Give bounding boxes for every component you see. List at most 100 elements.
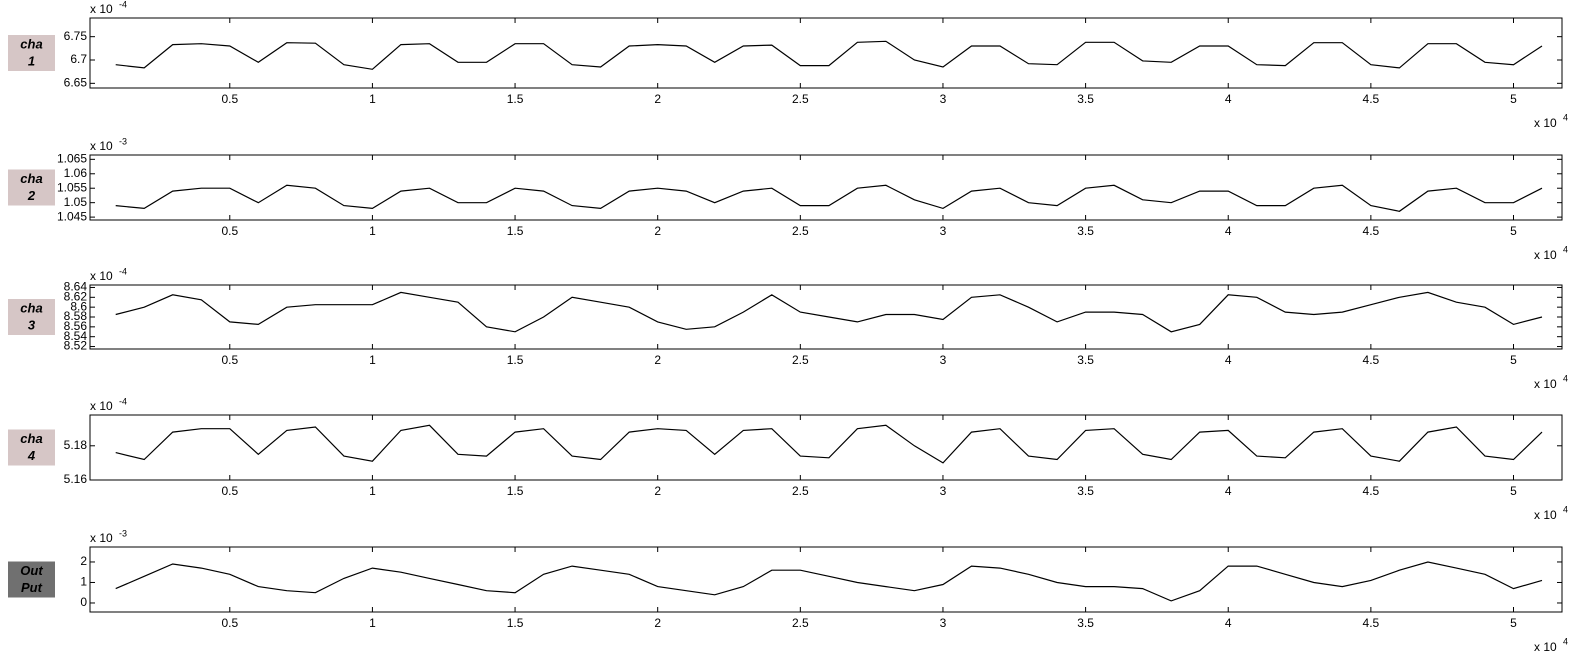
x-tick-label: 2 <box>654 616 661 630</box>
x-exponent: 4 <box>1563 112 1568 122</box>
x-tick-label: 2.5 <box>792 224 809 238</box>
x-tick-label: 1 <box>369 616 376 630</box>
y-tick-label: 1 <box>80 575 87 589</box>
y-tick-label: 6.75 <box>64 29 88 43</box>
y-tick-label: 8.58 <box>64 309 88 323</box>
y-tick-label: 8.62 <box>64 289 88 303</box>
x-tick-label: 3.5 <box>1077 224 1094 238</box>
y-exponent: -4 <box>119 0 127 9</box>
x-tick-label: 2 <box>654 92 661 106</box>
y-tick-label: 8.52 <box>64 339 88 353</box>
y-tick-label: 8.64 <box>64 280 88 294</box>
signal-line <box>115 40 1543 70</box>
x-tick-label: 4.5 <box>1363 224 1380 238</box>
y-multiplier: x 10 <box>90 139 113 153</box>
y-tick-label: 5.18 <box>64 438 88 452</box>
x-multiplier: x 10 <box>1534 640 1557 654</box>
signal-line <box>115 424 1543 464</box>
x-tick-label: 2 <box>654 484 661 498</box>
x-tick-label: 3 <box>940 616 947 630</box>
y-exponent: -4 <box>119 396 127 406</box>
y-tick-label: 1.045 <box>57 209 87 223</box>
x-tick-label: 3 <box>940 92 947 106</box>
x-tick-label: 4 <box>1225 616 1232 630</box>
x-tick-label: 4 <box>1225 484 1232 498</box>
x-tick-label: 3 <box>940 353 947 367</box>
x-tick-label: 0.5 <box>221 92 238 106</box>
x-tick-label: 0.5 <box>221 224 238 238</box>
signal-line <box>115 561 1543 602</box>
panel-label: Put <box>21 580 43 595</box>
x-multiplier: x 10 <box>1534 508 1557 522</box>
x-tick-label: 1.5 <box>507 224 524 238</box>
x-tick-label: 5 <box>1510 353 1517 367</box>
x-tick-label: 2 <box>654 353 661 367</box>
y-multiplier: x 10 <box>90 2 113 16</box>
x-tick-label: 5 <box>1510 484 1517 498</box>
x-tick-label: 4 <box>1225 92 1232 106</box>
y-multiplier: x 10 <box>90 269 113 283</box>
y-multiplier: x 10 <box>90 399 113 413</box>
x-tick-label: 3 <box>940 224 947 238</box>
x-tick-label: 0.5 <box>221 353 238 367</box>
x-tick-label: 0.5 <box>221 484 238 498</box>
x-exponent: 4 <box>1563 244 1568 254</box>
x-tick-label: 2.5 <box>792 92 809 106</box>
x-exponent: 4 <box>1563 373 1568 383</box>
y-tick-label: 8.6 <box>70 299 87 313</box>
y-exponent: -4 <box>119 266 127 276</box>
panel-label: 1 <box>28 53 35 68</box>
x-tick-label: 1.5 <box>507 616 524 630</box>
y-tick-label: 1.05 <box>64 195 88 209</box>
x-tick-label: 3.5 <box>1077 484 1094 498</box>
x-tick-label: 1.5 <box>507 484 524 498</box>
y-tick-label: 6.7 <box>70 52 87 66</box>
x-tick-label: 1 <box>369 224 376 238</box>
y-tick-label: 2 <box>80 554 87 568</box>
x-tick-label: 0.5 <box>221 616 238 630</box>
y-tick-label: 0 <box>80 595 87 609</box>
x-tick-label: 1.5 <box>507 353 524 367</box>
panel-label: 4 <box>27 448 36 463</box>
x-tick-label: 2.5 <box>792 353 809 367</box>
panel-label: 2 <box>27 188 36 203</box>
x-exponent: 4 <box>1563 636 1568 646</box>
plot-area <box>89 546 1563 613</box>
panel-label: cha <box>20 36 42 51</box>
panel-label: cha <box>20 431 42 446</box>
y-multiplier: x 10 <box>90 531 113 545</box>
panel-label-box <box>8 169 55 206</box>
plot-area <box>89 17 1563 89</box>
panel-label-box <box>8 429 55 466</box>
panel-label: 3 <box>28 317 36 332</box>
x-tick-label: 5 <box>1510 224 1517 238</box>
y-exponent: -3 <box>119 136 127 146</box>
x-tick-label: 2 <box>654 224 661 238</box>
y-tick-label: 8.54 <box>64 329 88 343</box>
panel-label: Out <box>20 563 43 578</box>
y-exponent: -3 <box>119 528 127 538</box>
x-tick-label: 1 <box>369 484 376 498</box>
y-tick-label: 1.055 <box>57 180 87 194</box>
x-tick-label: 4.5 <box>1363 92 1380 106</box>
x-tick-label: 3.5 <box>1077 353 1094 367</box>
x-tick-label: 5 <box>1510 92 1517 106</box>
signal-line <box>115 291 1543 333</box>
x-tick-label: 4 <box>1225 224 1232 238</box>
y-tick-label: 5.16 <box>64 472 88 486</box>
x-tick-label: 4.5 <box>1363 353 1380 367</box>
x-tick-label: 4.5 <box>1363 484 1380 498</box>
panel-label: cha <box>20 171 42 186</box>
x-tick-label: 3.5 <box>1077 616 1094 630</box>
x-multiplier: x 10 <box>1534 377 1557 391</box>
x-exponent: 4 <box>1563 504 1568 514</box>
x-tick-label: 1 <box>369 353 376 367</box>
x-multiplier: x 10 <box>1534 116 1557 130</box>
y-tick-label: 8.56 <box>64 319 88 333</box>
y-tick-label: 1.06 <box>64 166 88 180</box>
y-tick-label: 1.065 <box>57 152 87 166</box>
panel-label: cha <box>20 300 42 315</box>
plot-area <box>89 414 1563 481</box>
x-tick-label: 1 <box>369 92 376 106</box>
